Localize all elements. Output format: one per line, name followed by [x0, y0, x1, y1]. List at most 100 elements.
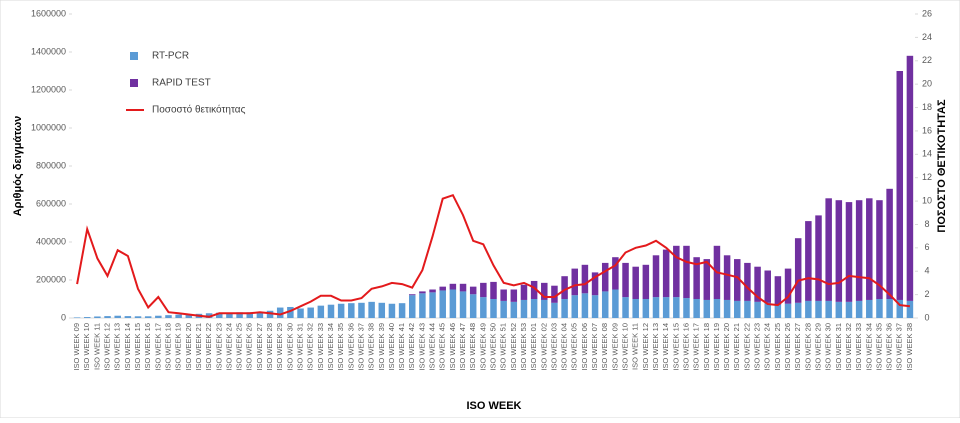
bar: [297, 308, 304, 318]
x-tick-label: ISO WEEK 21: [194, 323, 203, 371]
bar: [632, 299, 639, 318]
bar: [216, 312, 223, 318]
bar: [794, 302, 802, 318]
bar: [673, 245, 680, 298]
bar: [855, 300, 863, 318]
x-tick-label: ISO WEEK 35: [336, 323, 345, 371]
x-tick-label: ISO WEEK 25: [235, 323, 244, 371]
x-tick-label: ISO WEEK 16: [681, 323, 690, 371]
x-tick-label: ISO WEEK 20: [722, 323, 731, 371]
bar: [175, 314, 182, 318]
x-tick-label: ISO WEEK 32: [306, 323, 315, 371]
bar: [693, 299, 700, 318]
x-tick-label: ISO WEEK 24: [224, 323, 233, 371]
y2-tick-label: 10: [922, 195, 932, 205]
x-tick-label: ISO WEEK 19: [174, 323, 183, 371]
bar: [835, 200, 843, 302]
bar: [886, 188, 893, 299]
x-tick-label: ISO WEEK 48: [468, 323, 477, 371]
bar: [693, 257, 700, 299]
bar: [530, 299, 538, 318]
bar: [805, 300, 812, 318]
x-tick-label: ISO WEEK 23: [214, 323, 223, 371]
y-tick-label: 1000000: [31, 122, 66, 132]
bar: [398, 303, 406, 318]
bar: [541, 299, 548, 318]
x-tick-label: ISO WEEK 16: [143, 323, 152, 371]
y-tick-label: 1200000: [31, 84, 66, 94]
bar: [876, 200, 883, 299]
legend-label: RT-PCR: [152, 51, 189, 62]
bar: [591, 295, 599, 318]
bar: [459, 283, 467, 292]
bar: [408, 295, 416, 318]
x-tick-label: ISO WEEK 24: [763, 323, 772, 371]
bar: [327, 304, 335, 318]
x-tick-label: ISO WEEK 18: [163, 323, 172, 371]
bar: [784, 268, 792, 304]
bar: [378, 302, 386, 318]
y2-tick-label: 8: [924, 219, 929, 229]
x-tick-label: ISO WEEK 01: [529, 323, 538, 371]
x-tick-label: ISO WEEK 47: [458, 323, 467, 371]
bar: [855, 200, 863, 301]
x-tick-label: ISO WEEK 06: [580, 323, 589, 371]
bar: [490, 299, 497, 318]
x-tick-label: ISO WEEK 39: [377, 323, 386, 371]
x-tick-label: ISO WEEK 53: [519, 323, 528, 371]
bar: [805, 221, 812, 301]
bar: [784, 303, 792, 318]
x-tick-label: ISO WEEK 25: [773, 323, 782, 371]
bar: [429, 292, 436, 318]
bar: [815, 215, 822, 301]
bar: [429, 289, 436, 293]
x-tick-label: ISO WEEK 36: [885, 323, 894, 371]
bar: [571, 268, 579, 296]
y-tick-label: 0: [61, 312, 66, 322]
x-tick-label: ISO WEEK 40: [387, 323, 396, 371]
x-tick-label: ISO WEEK 37: [356, 323, 365, 371]
bar: [246, 312, 253, 318]
bar: [764, 302, 771, 318]
x-tick-label: ISO WEEK 15: [671, 323, 680, 371]
bar: [662, 297, 670, 318]
bar: [866, 198, 873, 300]
x-tick-label: ISO WEEK 33: [316, 323, 325, 371]
x-tick-label: ISO WEEK 46: [448, 323, 457, 371]
x-tick-label: ISO WEEK 22: [742, 323, 751, 371]
bar: [601, 291, 609, 318]
x-tick-label: ISO WEEK 14: [123, 323, 132, 371]
x-tick-label: ISO WEEK 21: [732, 323, 741, 371]
x-tick-label: ISO WEEK 41: [397, 323, 406, 371]
bar: [774, 304, 782, 318]
x-tick-label: ISO WEEK 20: [184, 323, 193, 371]
x-tick-label: ISO WEEK 33: [854, 323, 863, 371]
bar: [266, 310, 274, 318]
bar: [642, 264, 650, 299]
y-axis-label: Αριθμός δειγμάτων: [12, 116, 24, 217]
bar: [510, 289, 518, 302]
x-tick-label: ISO WEEK 02: [539, 323, 548, 371]
x-tick-label: ISO WEEK 34: [864, 323, 873, 371]
bar: [632, 266, 639, 299]
bar: [906, 55, 914, 301]
y-tick-label: 400000: [36, 236, 66, 246]
legend-label: Ποσοστό θετικότητας: [152, 104, 246, 116]
bar: [165, 315, 172, 318]
bar: [815, 300, 822, 318]
bar: [744, 262, 751, 301]
x-tick-label: ISO WEEK 11: [92, 323, 101, 370]
bar: [673, 297, 680, 318]
x-tick-label: ISO WEEK 13: [113, 323, 122, 371]
bar: [226, 312, 233, 318]
x-tick-label: ISO WEEK 43: [417, 323, 426, 371]
x-tick-label: ISO WEEK 30: [824, 323, 833, 371]
bar: [94, 316, 101, 318]
bar: [754, 266, 761, 302]
bar: [134, 316, 142, 318]
bar: [845, 301, 853, 318]
bar: [906, 300, 914, 318]
x-tick-label: ISO WEEK 38: [367, 323, 376, 371]
bar: [439, 286, 446, 291]
x-tick-label: ISO WEEK 03: [549, 323, 558, 371]
